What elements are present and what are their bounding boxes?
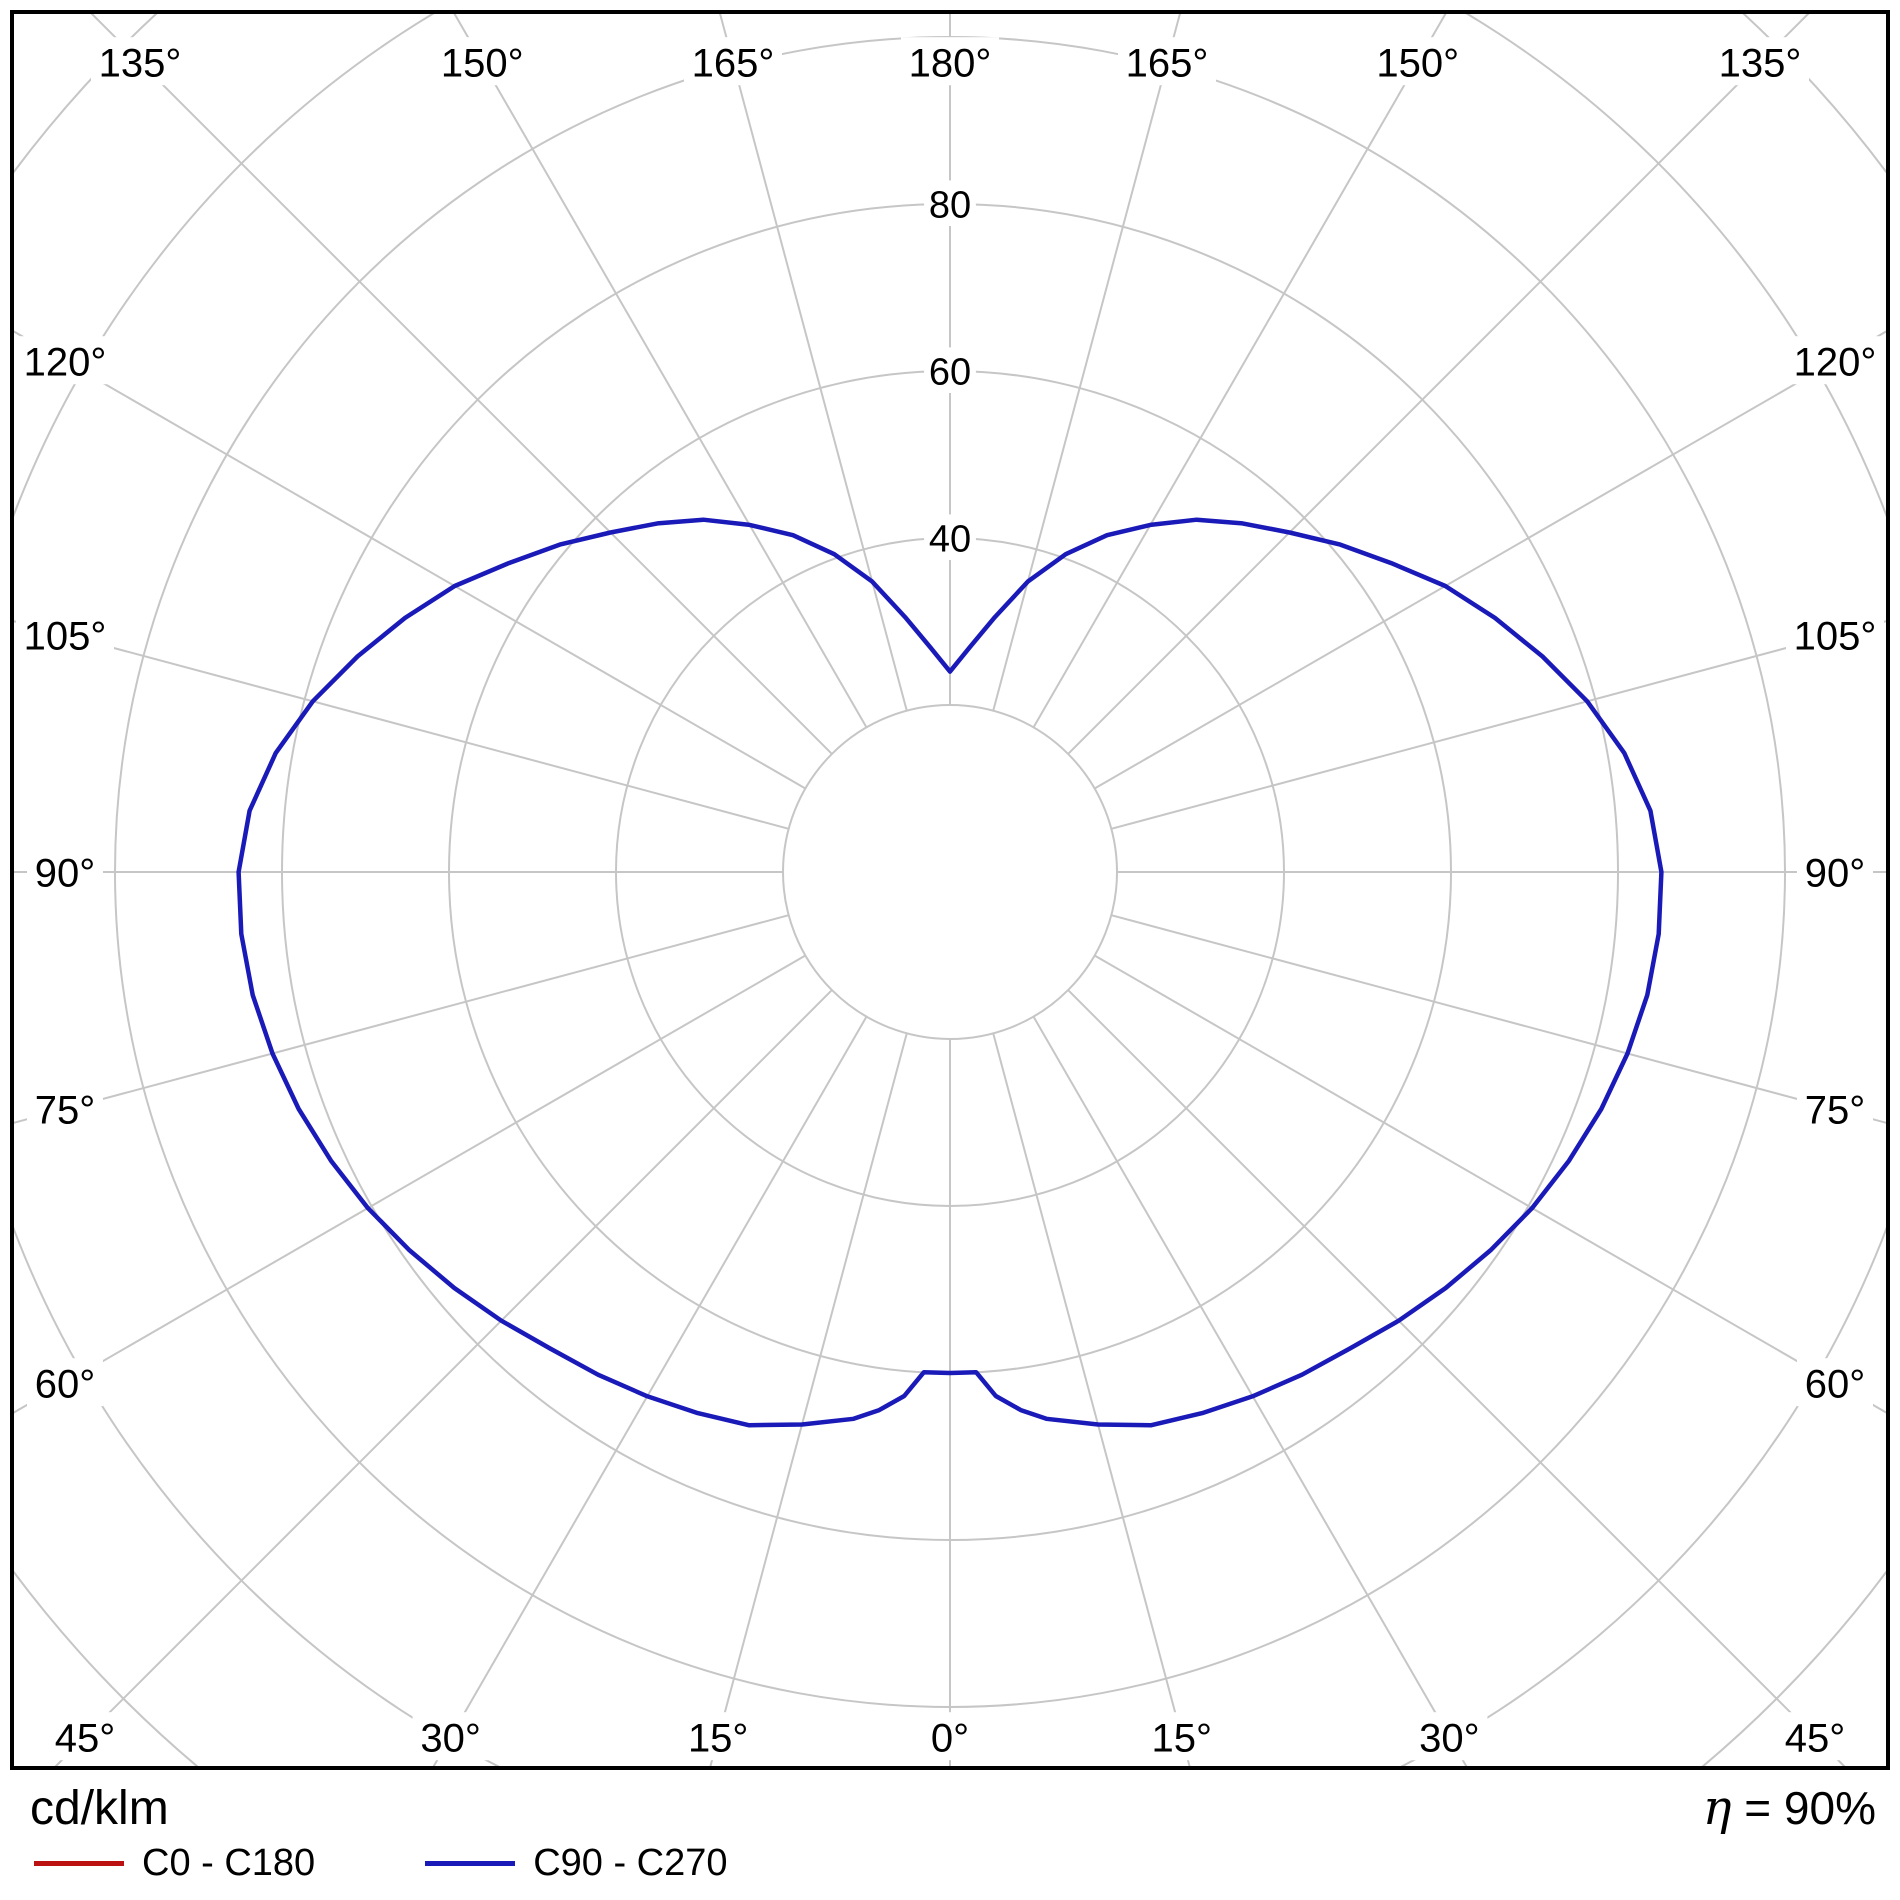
legend: C0 - C180 C90 - C270 bbox=[10, 1836, 1890, 1885]
c0-c180-label: C0 - C180 bbox=[142, 1842, 316, 1884]
angle-label: 135° bbox=[1719, 41, 1802, 85]
grid-spoke bbox=[14, 330, 806, 790]
angle-label: 120° bbox=[1794, 340, 1877, 384]
angle-label-bg bbox=[684, 37, 782, 86]
angle-label: 0° bbox=[931, 1716, 969, 1760]
angle-label: 150° bbox=[1376, 41, 1459, 85]
ring-value-label: 40 bbox=[929, 519, 971, 561]
angle-label: 165° bbox=[692, 41, 775, 85]
angle-label: 135° bbox=[99, 41, 182, 85]
angle-label-bg bbox=[91, 37, 189, 86]
footer-row: cd/klm η = 90% bbox=[10, 1780, 1890, 1836]
angle-label: 15° bbox=[688, 1716, 749, 1760]
eta-symbol: η bbox=[1702, 1780, 1732, 1836]
angle-label-bg bbox=[1711, 37, 1809, 86]
grid-spoke bbox=[1067, 989, 1846, 1766]
angle-label: 90° bbox=[1805, 851, 1866, 895]
angle-label: 45° bbox=[55, 1716, 116, 1760]
axis-labels: 0° 15° 15° 30° 30° 45° 45° 60° 60° 75° 75° 90° 90° 10… bbox=[16, 37, 1884, 1760]
c90-c270-line-swatch bbox=[425, 1861, 516, 1866]
grid-ring bbox=[782, 704, 1118, 1040]
efficiency-label: η = 90% bbox=[1703, 1780, 1876, 1836]
angle-label: 105° bbox=[24, 614, 107, 658]
angle-label-bg bbox=[1786, 610, 1884, 659]
c0-c180-line-swatch bbox=[34, 1861, 124, 1866]
angle-label-bg bbox=[1797, 847, 1873, 896]
angle-label: 60° bbox=[1805, 1362, 1866, 1406]
angle-label: 75° bbox=[1805, 1089, 1866, 1133]
grid-spoke bbox=[1094, 330, 1886, 790]
grid-spoke bbox=[14, 954, 806, 1414]
ring-value-label-bg bbox=[924, 180, 976, 226]
angle-label-bg bbox=[47, 1712, 123, 1761]
angle-label-bg bbox=[1786, 336, 1884, 385]
eta-value: = 90% bbox=[1744, 1782, 1876, 1834]
ring-value-label-bg bbox=[924, 514, 976, 560]
legend-item-c0-c180: C0 - C180 bbox=[34, 1842, 315, 1885]
angle-label-bg bbox=[27, 1084, 103, 1133]
angle-label-bg bbox=[16, 336, 114, 385]
angle-label: 165° bbox=[1126, 41, 1209, 85]
angle-label: 105° bbox=[1794, 614, 1877, 658]
angle-label: 90° bbox=[35, 851, 96, 895]
angle-label-bg bbox=[1411, 1712, 1488, 1761]
angle-label-bg bbox=[1118, 37, 1216, 86]
angle-label: 45° bbox=[1785, 1716, 1846, 1760]
ring-value-label: 80 bbox=[929, 185, 971, 227]
angle-label-bg bbox=[1777, 1712, 1853, 1761]
grid-spoke bbox=[14, 914, 789, 1124]
angle-label: 30° bbox=[1419, 1716, 1480, 1760]
grid-spoke bbox=[709, 1033, 908, 1766]
ring-value-label-bg bbox=[924, 347, 976, 393]
angle-label: 30° bbox=[420, 1716, 481, 1760]
angle-label-bg bbox=[27, 847, 103, 896]
grid-spoke bbox=[1111, 620, 1886, 830]
grid-spoke bbox=[1067, 14, 1810, 755]
angle-label-bg bbox=[1797, 1358, 1873, 1407]
polar-grid bbox=[14, 14, 1886, 1766]
ring-value-label: 60 bbox=[929, 352, 971, 394]
grid-spoke bbox=[719, 14, 908, 711]
units-label: cd/klm bbox=[30, 1782, 169, 1835]
angle-label-bg bbox=[901, 37, 999, 86]
grid-spoke bbox=[54, 989, 833, 1766]
grid-spoke bbox=[90, 14, 833, 755]
grid-spoke bbox=[1094, 954, 1886, 1414]
polar-diagram-frame: 0° 15° 15° 30° 30° 45° 45° 60° 60° 75° 75° 90° 90° 10… bbox=[10, 10, 1890, 1770]
grid-spoke bbox=[992, 14, 1181, 711]
angle-label: 75° bbox=[35, 1089, 96, 1133]
angle-label-bg bbox=[1797, 1084, 1873, 1133]
angle-label: 15° bbox=[1152, 1716, 1213, 1760]
angle-label: 60° bbox=[35, 1362, 96, 1406]
grid-spoke bbox=[432, 1016, 868, 1766]
angle-label-bg bbox=[27, 1358, 103, 1407]
grid-spoke bbox=[453, 14, 868, 728]
angle-label: 120° bbox=[24, 340, 107, 384]
grid-spoke bbox=[1032, 14, 1447, 728]
chart-footer: cd/klm η = 90% C0 - C180 C90 - C270 bbox=[10, 1770, 1890, 1885]
grid-spoke bbox=[14, 620, 789, 830]
grid-spoke bbox=[1032, 1016, 1468, 1766]
angle-label-bg bbox=[16, 610, 114, 659]
c90-c270-label: C90 - C270 bbox=[533, 1842, 728, 1884]
angle-label-bg bbox=[1368, 37, 1467, 86]
curve-c90-c270 bbox=[236, 517, 1664, 1428]
angle-label-bg bbox=[680, 1712, 757, 1761]
legend-item-c90-c270: C90 - C270 bbox=[425, 1842, 728, 1885]
angle-label-bg bbox=[1143, 1712, 1220, 1761]
angle-label: 180° bbox=[909, 41, 992, 85]
grid-spoke bbox=[1111, 914, 1886, 1124]
grid-spoke bbox=[992, 1033, 1191, 1766]
angle-label: 150° bbox=[441, 41, 524, 85]
angle-label-bg bbox=[433, 37, 532, 86]
angle-label-bg bbox=[923, 1712, 977, 1761]
polar-chart: 0° 15° 15° 30° 30° 45° 45° 60° 60° 75° 75° 90° 90° 10… bbox=[14, 14, 1886, 1766]
angle-label-bg bbox=[412, 1712, 489, 1761]
